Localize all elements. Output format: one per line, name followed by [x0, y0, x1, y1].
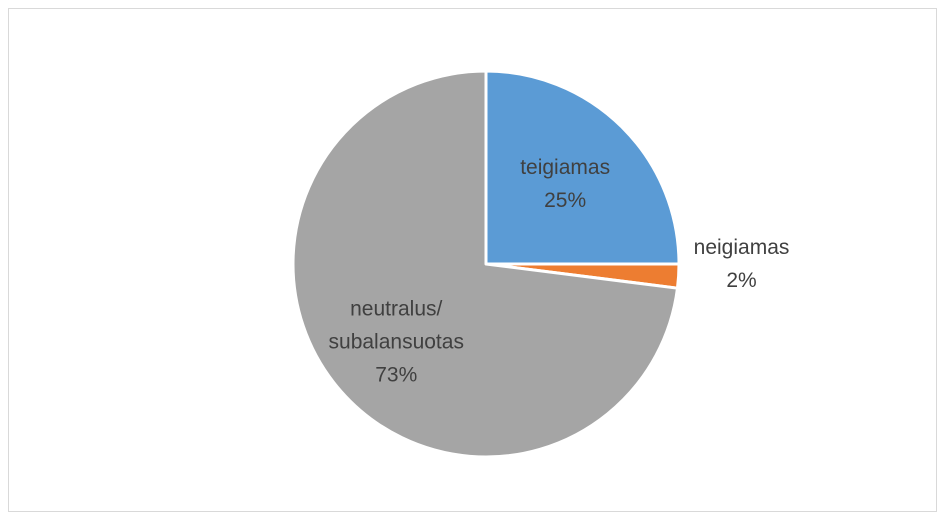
pie-label-teigiamas: teigiamas [520, 156, 610, 179]
pie-pct-label-teigiamas: 25% [544, 189, 586, 212]
pie-label-neutralus-subalansuotas: subalansuotas [329, 331, 464, 354]
pie-chart: teigiamas 25% neigiamas 2% neutralus/subalan… [291, 69, 790, 459]
pie-slice-teigiamas [484, 69, 681, 266]
pie-slice-neutralus-subalansuotas [291, 69, 679, 459]
pie-slices [291, 69, 681, 459]
pie-label-neigiamas: neigiamas [694, 236, 790, 259]
pie-labels: teigiamas 25% neigiamas 2% neutralus/subalan… [329, 156, 790, 387]
pie-pct-label-neigiamas: 2% [726, 269, 756, 292]
chart-area: teigiamas 25% neigiamas 2% neutralus/subalan… [8, 8, 937, 512]
pie-label-neutralus-subalansuotas: neutralus/ [350, 298, 442, 321]
pie-pct-label-neutralus-subalansuotas: 73% [375, 364, 417, 387]
